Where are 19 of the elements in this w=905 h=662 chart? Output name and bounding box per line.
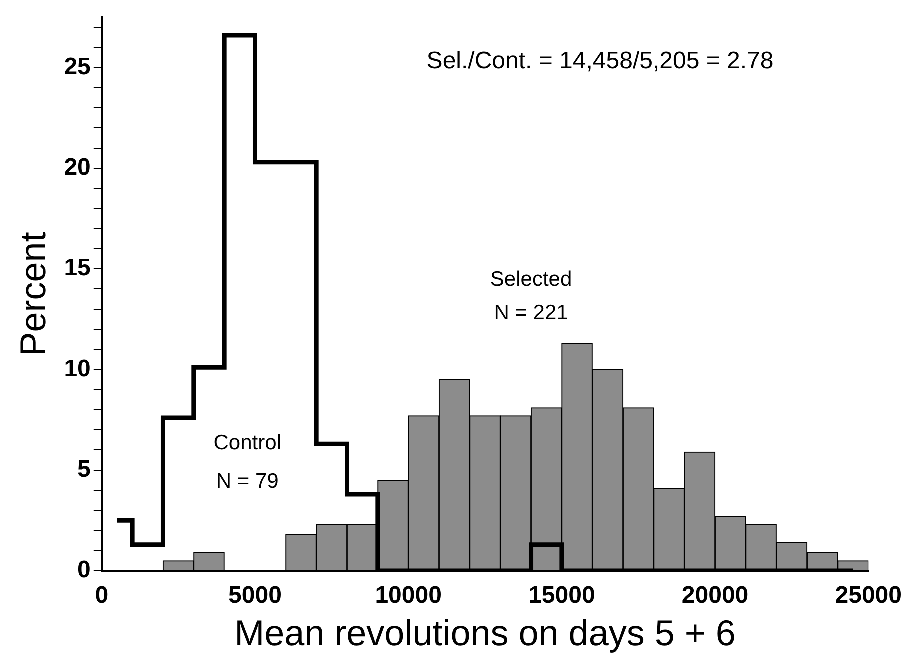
y-tick-label: 20 xyxy=(64,154,91,182)
y-tick-label: 15 xyxy=(64,254,91,282)
x-tick-label: 15000 xyxy=(528,582,596,610)
annotation: N = 221 xyxy=(494,301,568,324)
x-axis-title: Mean revolutions on days 5 + 6 xyxy=(234,612,736,654)
y-tick-label: 5 xyxy=(78,456,91,483)
y-tick-label: 25 xyxy=(64,53,91,80)
x-tick-label: 10000 xyxy=(375,582,442,610)
x-tick-label: 0 xyxy=(95,582,109,610)
y-axis-title: Percent xyxy=(12,232,54,356)
x-tick-label: 25000 xyxy=(835,582,902,610)
annotation: Sel./Cont. = 14,458/5,205 = 2.78 xyxy=(426,47,774,74)
annotation: Control xyxy=(214,431,282,454)
x-tick-label: 20000 xyxy=(682,582,749,610)
x-tick-label: 5000 xyxy=(228,582,282,610)
y-tick-label: 0 xyxy=(78,556,91,584)
annotation: N = 79 xyxy=(216,470,279,494)
y-tick-label: 10 xyxy=(64,355,91,382)
annotation: Selected xyxy=(490,268,572,292)
